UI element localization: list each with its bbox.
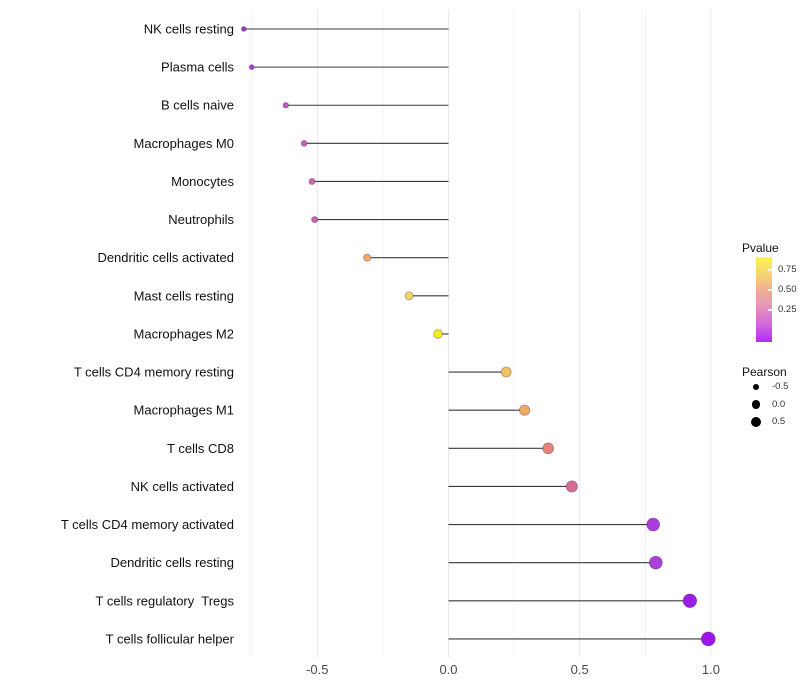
lollipop-dot xyxy=(404,291,414,301)
pearson-legend-title: Pearson xyxy=(742,365,787,379)
lollipop-dot xyxy=(682,593,698,609)
pvalue-colorbar-tick-label: 0.50 xyxy=(778,284,797,296)
x-tick-label: 1.0 xyxy=(702,662,720,677)
pvalue-colorbar-tick-mark xyxy=(768,268,772,271)
pvalue-legend-title: Pvalue xyxy=(742,241,779,255)
lollipop-dot xyxy=(648,555,663,570)
pearson-size-dot xyxy=(752,383,760,391)
lollipop-dot xyxy=(363,253,372,262)
category-label: B cells naive xyxy=(161,98,234,113)
category-label: T cells CD8 xyxy=(167,441,234,456)
x-tick-label: -0.5 xyxy=(306,662,328,677)
pvalue-colorbar xyxy=(756,257,772,342)
category-label: NK cells resting xyxy=(144,22,234,37)
lollipop-dot xyxy=(542,442,555,455)
category-label: Dendritic cells activated xyxy=(97,250,234,265)
lollipop-dot xyxy=(241,26,247,32)
x-tick-label: 0.5 xyxy=(571,662,589,677)
lollipop-dot xyxy=(300,139,308,147)
category-label: Macrophages M1 xyxy=(134,403,234,418)
pearson-size-label: -0.5 xyxy=(772,381,789,392)
category-label: T cells CD4 memory activated xyxy=(61,517,234,532)
category-label: Dendritic cells resting xyxy=(110,555,234,570)
pearson-size-dot xyxy=(751,400,761,409)
lollipop-dot xyxy=(565,480,578,493)
pearson-size-label: 0.5 xyxy=(772,416,786,427)
lollipop-dot xyxy=(308,177,316,185)
legend-panel: Pvalue 0.75 0.50 0.25 Pearson -0.5 0.0 0.5 xyxy=(742,241,800,441)
lollipop-dot xyxy=(282,102,290,109)
pvalue-colorbar-tick-mark xyxy=(768,289,772,292)
pearson-size-label: 0.0 xyxy=(772,398,786,410)
category-label: Neutrophils xyxy=(168,212,234,227)
pvalue-colorbar-tick-label: 0.25 xyxy=(778,303,797,315)
lollipop-dot xyxy=(700,631,716,647)
lollipop-dot xyxy=(646,517,661,532)
category-label: T cells regulatory Tregs xyxy=(96,593,235,608)
pearson-size-dot xyxy=(750,416,762,428)
category-label: NK cells activated xyxy=(131,479,234,494)
lollipop-dot xyxy=(518,404,531,416)
category-label: Plasma cells xyxy=(161,60,234,75)
lollipop-dot xyxy=(433,329,443,339)
x-tick-label: 0.0 xyxy=(439,662,457,677)
category-label: Macrophages M0 xyxy=(134,136,234,151)
category-label: T cells follicular helper xyxy=(106,631,235,646)
pvalue-colorbar-tick-mark xyxy=(768,308,772,311)
category-label: Monocytes xyxy=(171,174,234,189)
lollipop-dot xyxy=(248,64,255,71)
pvalue-colorbar-tick-label: 0.75 xyxy=(778,263,797,275)
category-label: Macrophages M2 xyxy=(134,326,234,341)
lollipop-dot xyxy=(311,216,319,224)
category-label: Mast cells resting xyxy=(134,288,234,303)
lollipop-dot xyxy=(500,366,512,378)
category-label: T cells CD4 memory resting xyxy=(74,365,234,380)
